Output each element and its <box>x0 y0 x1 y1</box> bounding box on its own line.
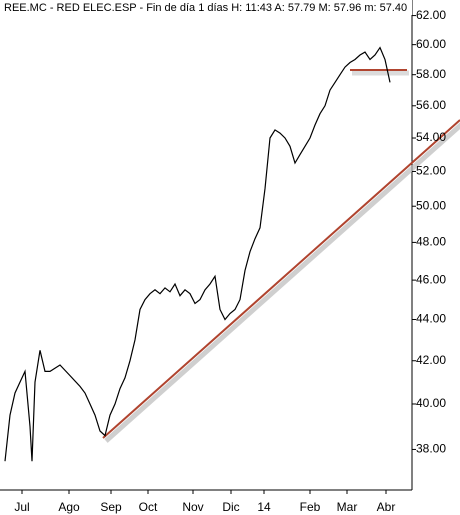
trend-line <box>102 119 460 439</box>
x-tick-label: Feb <box>300 500 321 514</box>
trend-lines <box>102 69 460 443</box>
x-tick-label: Jul <box>14 500 29 514</box>
y-tick-label: 50.00 <box>416 198 446 212</box>
y-tick-label: 48.00 <box>416 235 446 249</box>
y-tick-label: 60.00 <box>416 37 446 51</box>
x-tick-label: Dic <box>222 500 239 514</box>
y-tick-label: 54.00 <box>416 130 446 144</box>
x-tick-label: Ago <box>58 500 80 514</box>
y-tick-label: 40.00 <box>416 396 446 410</box>
title-background <box>0 0 412 15</box>
x-tick-label: Oct <box>139 500 158 514</box>
x-tick-label: 14 <box>257 500 271 514</box>
chart-title: REE.MC - RED ELEC.ESP - Fin de día 1 día… <box>4 2 407 14</box>
y-tick-label: 42.00 <box>416 353 446 367</box>
y-tick-label: 38.00 <box>416 442 446 456</box>
y-tick-label: 52.00 <box>416 164 446 178</box>
y-tick-label: 46.00 <box>416 272 446 286</box>
y-tick-label: 62.00 <box>416 8 446 22</box>
trend-shadow <box>104 122 460 443</box>
x-tick-label: Abr <box>377 500 396 514</box>
price-line <box>4 46 391 462</box>
y-tick-label: 58.00 <box>416 67 446 81</box>
x-tick-label: Mar <box>337 500 358 514</box>
y-tick-label: 44.00 <box>416 312 446 326</box>
x-tick-label: Sep <box>100 500 122 514</box>
y-tick-label: 56.00 <box>416 98 446 112</box>
x-tick-label: Nov <box>182 500 203 514</box>
